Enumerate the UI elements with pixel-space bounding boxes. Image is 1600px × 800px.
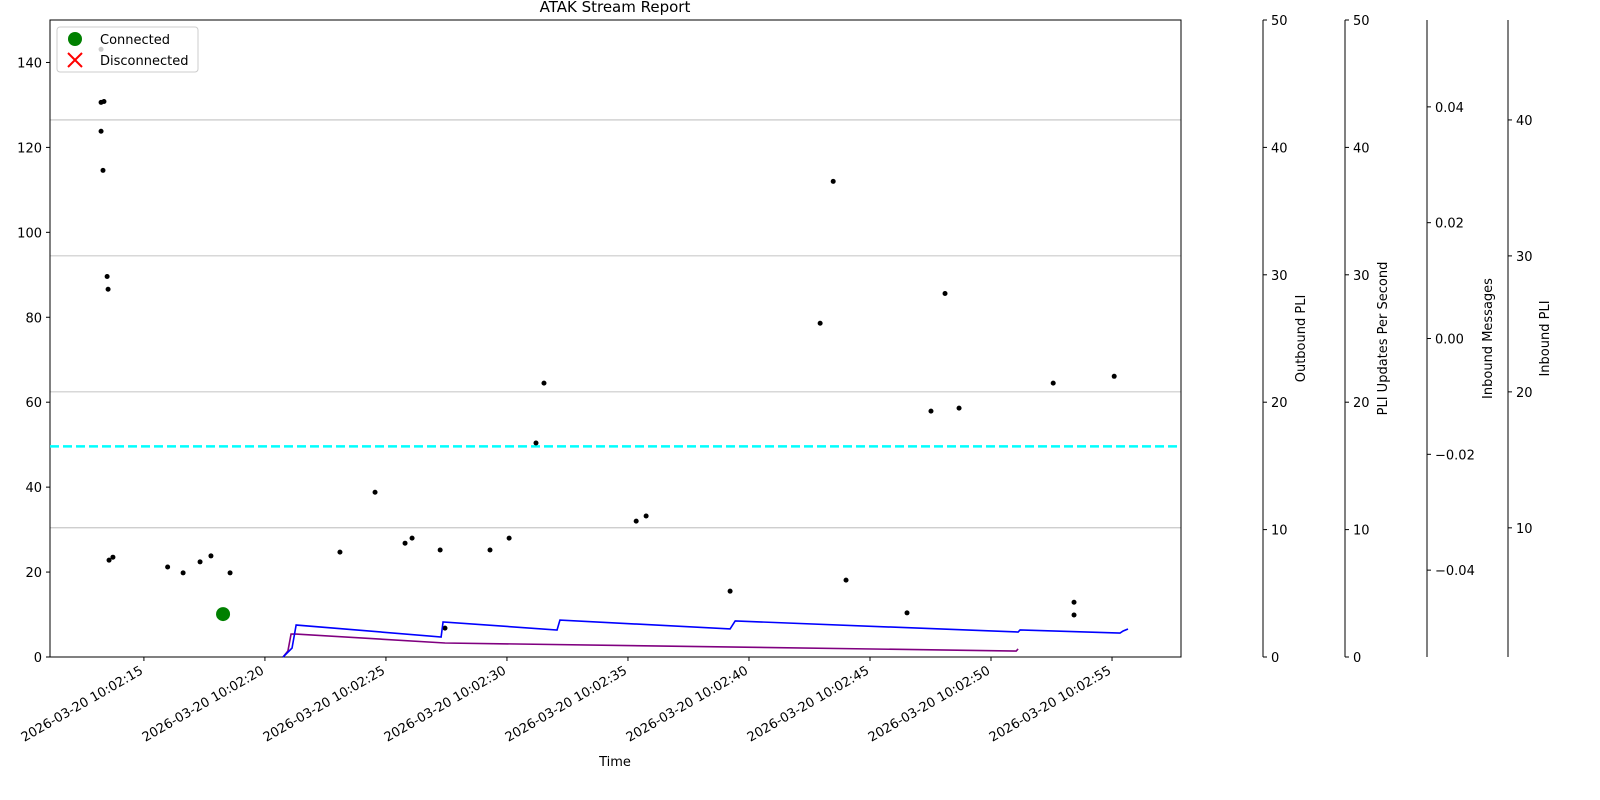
scatter-point [437, 547, 443, 553]
scatter-point [227, 570, 233, 576]
y-tick-label: 50 [1271, 14, 1288, 29]
scatter-point [104, 273, 110, 279]
x-tick-label: 2026-03-20 10:02:25 [261, 663, 388, 745]
scatter-point [541, 380, 547, 386]
y-tick-label: 50 [1353, 14, 1370, 29]
scatter-point [506, 535, 512, 541]
scatter-point [904, 610, 910, 616]
y-tick-label: 20 [1271, 396, 1288, 411]
scatter-point [830, 178, 836, 184]
y-tick-label: 30 [1353, 269, 1370, 284]
y-tick-label: 40 [25, 481, 42, 496]
y-tick-label: 20 [1516, 386, 1533, 401]
y-tick-label: 140 [17, 56, 42, 71]
x-tick-label: 2026-03-20 10:02:30 [382, 663, 509, 745]
y-axis-label: Outbound PLI [1294, 295, 1309, 383]
y-tick-label: 10 [1271, 524, 1288, 539]
scatter-point [100, 167, 106, 173]
y-tick-label: 10 [1353, 524, 1370, 539]
x-tick-label: 2026-03-20 10:02:15 [19, 663, 146, 745]
scatter-point [197, 559, 203, 565]
y-tick-label: 120 [17, 141, 42, 156]
y-tick-label: 0.00 [1435, 333, 1464, 348]
x-axis-label: Time [598, 755, 631, 770]
scatter-point [1071, 612, 1077, 618]
y-axis-label: PLI Updates Per Second [1376, 262, 1391, 416]
scatter-point [442, 625, 448, 631]
x-tick-label: 2026-03-20 10:02:35 [503, 663, 630, 745]
y-tick-label: 0 [34, 651, 42, 666]
scatter-point [105, 286, 111, 292]
y-axis-label: Inbound PLI [1538, 300, 1553, 376]
chart-title: ATAK Stream Report [540, 0, 691, 16]
scatter-point [533, 440, 539, 446]
y-tick-label: 30 [1516, 250, 1533, 265]
y-tick-label: 20 [1353, 396, 1370, 411]
x-tick-label: 2026-03-20 10:02:40 [624, 663, 751, 745]
y-axis-label: Inbound Messages [1481, 278, 1496, 399]
y-tick-label: 0.04 [1435, 101, 1464, 116]
scatter-point [106, 557, 112, 563]
scatter-point [1050, 380, 1056, 386]
scatter-point [337, 549, 343, 555]
y-tick-label: −0.02 [1435, 448, 1475, 463]
y-tick-label: 30 [1271, 269, 1288, 284]
scatter-point [98, 128, 104, 134]
scatter-point [843, 577, 849, 583]
y-tick-label: 40 [1353, 141, 1370, 156]
scatter-point [409, 535, 415, 541]
legend-box [56, 26, 199, 73]
y-tick-label: 0 [1271, 651, 1279, 666]
line-series [282, 619, 1129, 658]
plot-frame [49, 19, 1182, 658]
scatter-point [487, 547, 493, 553]
x-tick-label: 2026-03-20 10:02:55 [987, 663, 1114, 745]
x-tick-label: 2026-03-20 10:02:50 [866, 663, 993, 745]
legend-marker [68, 32, 82, 46]
scatter-point [633, 518, 639, 524]
legend-label: Disconnected [100, 54, 188, 69]
y-tick-label: 0.02 [1435, 217, 1464, 232]
scatter-point [402, 540, 408, 546]
scatter-point [956, 405, 962, 411]
scatter-point [110, 554, 116, 560]
y-tick-label: 40 [1271, 141, 1288, 156]
y-tick-label: 10 [1516, 522, 1533, 537]
scatter-point [101, 99, 107, 105]
y-tick-label: 100 [17, 226, 42, 241]
scatter-point [372, 489, 378, 495]
legend-label: Connected [100, 33, 170, 48]
y-tick-label: −0.04 [1435, 564, 1475, 579]
scatter-point [165, 564, 171, 570]
line-series [282, 633, 1019, 658]
scatter-point [727, 588, 733, 594]
y-tick-label: 20 [25, 566, 42, 581]
legend-marker [67, 52, 83, 68]
scatter-point [216, 607, 231, 622]
scatter-point [1071, 599, 1077, 605]
scatter-point [817, 320, 823, 326]
scatter-point [180, 570, 186, 576]
y-tick-label: 80 [25, 311, 42, 326]
x-tick-label: 2026-03-20 10:02:45 [745, 663, 872, 745]
scatter-point [643, 513, 649, 519]
y-tick-label: 0 [1353, 651, 1361, 666]
scatter-point [928, 408, 934, 414]
y-tick-label: 60 [25, 396, 42, 411]
scatter-point [208, 553, 214, 559]
y-tick-label: 40 [1516, 114, 1533, 129]
scatter-point [942, 290, 948, 296]
scatter-point [1111, 373, 1117, 379]
x-tick-label: 2026-03-20 10:02:20 [140, 663, 267, 745]
